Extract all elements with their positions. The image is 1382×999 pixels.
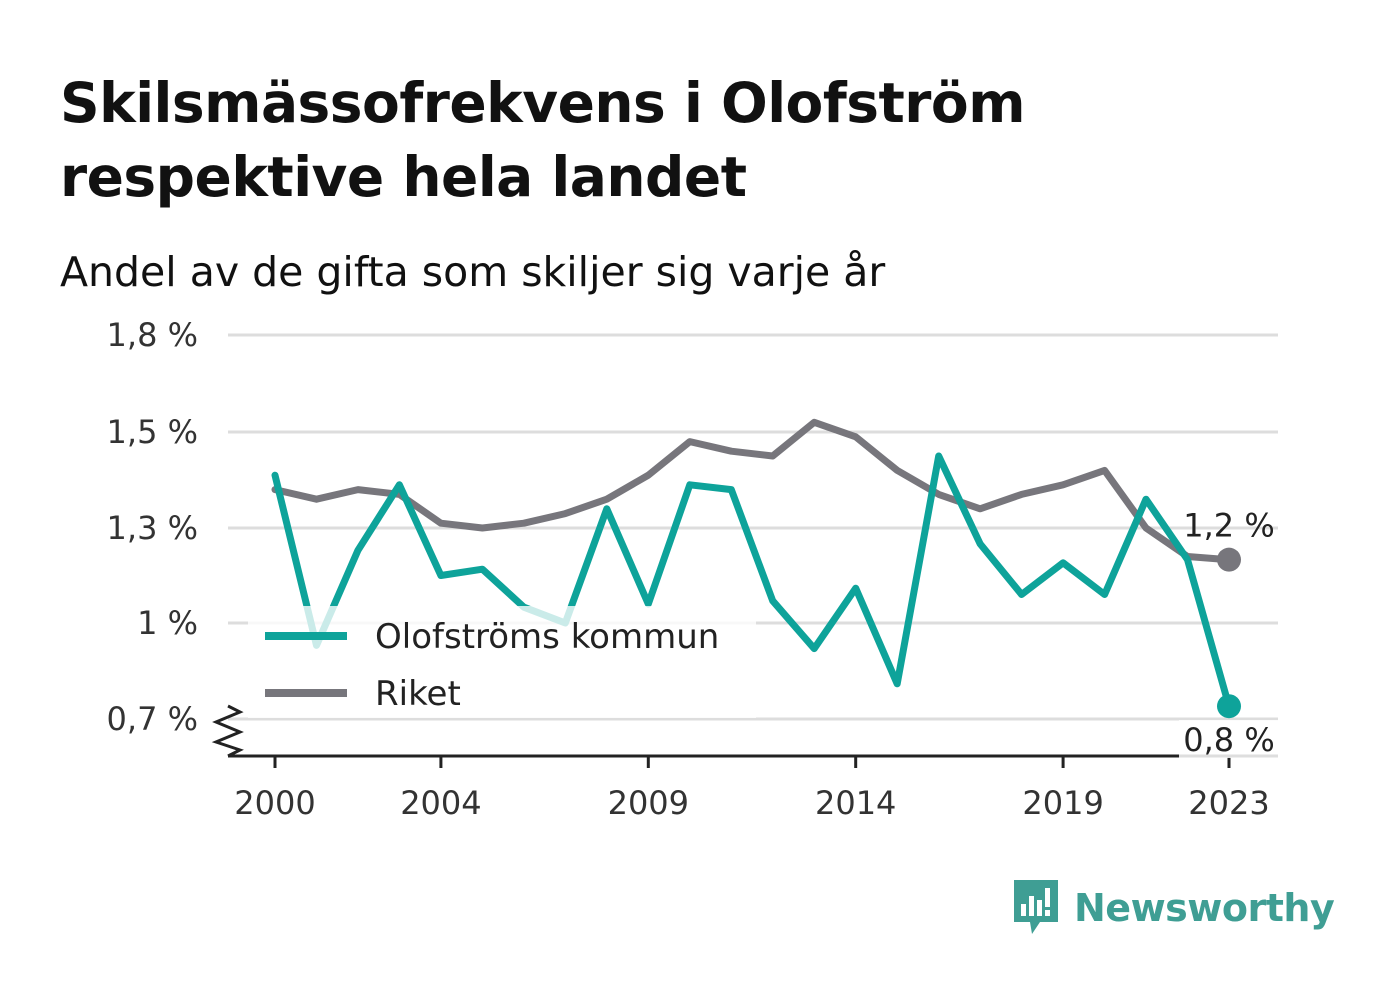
data-point bbox=[1018, 491, 1025, 498]
data-point bbox=[645, 472, 652, 479]
y-tick-label: 1,3 % bbox=[107, 509, 198, 547]
chart-title: Skilsmässofrekvens i Olofström respektiv… bbox=[60, 71, 1026, 209]
data-point bbox=[852, 433, 859, 440]
data-point bbox=[562, 510, 569, 517]
axes bbox=[211, 704, 1278, 758]
x-axis-ticks: 2000 2004 2009 2014 2019 2023 bbox=[234, 756, 1270, 822]
data-point bbox=[354, 486, 361, 493]
data-point bbox=[769, 453, 776, 460]
data-point bbox=[396, 481, 403, 488]
data-point bbox=[272, 472, 279, 479]
data-point bbox=[977, 540, 984, 547]
end-label-riket: 1,2 % bbox=[1183, 507, 1274, 545]
data-point bbox=[894, 467, 901, 474]
data-point bbox=[437, 572, 444, 579]
data-point bbox=[811, 419, 818, 426]
series-line-kommun bbox=[271, 452, 1233, 710]
data-point bbox=[603, 505, 610, 512]
y-axis-ticks: 0,7 % 1 % 1,3 % 1,5 % 1,8 % bbox=[107, 316, 198, 738]
x-tick-label: 2019 bbox=[1022, 784, 1103, 822]
data-point bbox=[1143, 496, 1150, 503]
data-point bbox=[894, 680, 901, 687]
data-point bbox=[1143, 525, 1150, 532]
x-tick-label: 2004 bbox=[400, 784, 481, 822]
data-point bbox=[769, 597, 776, 604]
legend-label: Riket bbox=[375, 674, 461, 714]
data-point bbox=[686, 438, 693, 445]
data-point bbox=[811, 645, 818, 652]
y-tick-label: 1 % bbox=[137, 604, 198, 642]
x-tick-label: 2009 bbox=[608, 784, 689, 822]
y-tick-label: 0,7 % bbox=[107, 700, 198, 738]
series-lines bbox=[271, 418, 1241, 719]
x-tick-label: 2000 bbox=[234, 784, 315, 822]
data-point bbox=[1060, 481, 1067, 488]
brand-name: Newsworthy bbox=[1074, 886, 1335, 930]
series-line-riket bbox=[271, 418, 1233, 564]
newsworthy-logo-icon bbox=[1014, 880, 1058, 934]
data-point bbox=[437, 520, 444, 527]
data-point bbox=[603, 496, 610, 503]
end-labels: 1,2 % 0,8 % bbox=[1179, 507, 1279, 759]
data-point bbox=[728, 486, 735, 493]
data-point bbox=[313, 496, 320, 503]
axis-break-icon bbox=[211, 704, 244, 758]
legend-background bbox=[248, 606, 756, 718]
data-point bbox=[852, 585, 859, 592]
brand-logo: Newsworthy bbox=[1010, 876, 1335, 940]
data-point bbox=[1018, 591, 1025, 598]
legend-label: Olofströms kommun bbox=[375, 617, 719, 657]
chart-subtitle: Andel av de gifta som skiljer sig varje … bbox=[60, 248, 886, 296]
legend: Olofströms kommun Riket bbox=[248, 606, 756, 718]
data-point bbox=[935, 453, 942, 460]
y-tick-label: 1,8 % bbox=[107, 316, 198, 354]
data-point bbox=[1101, 591, 1108, 598]
end-label-kommun: 0,8 % bbox=[1183, 721, 1274, 759]
data-point bbox=[520, 520, 527, 527]
data-point bbox=[728, 448, 735, 455]
data-point bbox=[686, 481, 693, 488]
series-end-point bbox=[1217, 547, 1241, 572]
end-label-background bbox=[1179, 720, 1279, 758]
data-point bbox=[977, 505, 984, 512]
y-tick-label: 1,5 % bbox=[107, 413, 198, 451]
x-tick-label: 2014 bbox=[815, 784, 896, 822]
data-point bbox=[935, 491, 942, 498]
data-point bbox=[1101, 467, 1108, 474]
x-tick-label: 2023 bbox=[1188, 784, 1269, 822]
series-end-point bbox=[1217, 694, 1241, 719]
data-point bbox=[479, 566, 486, 573]
data-point bbox=[354, 547, 361, 554]
data-point bbox=[1060, 559, 1067, 566]
data-point bbox=[1184, 556, 1191, 563]
data-point bbox=[479, 525, 486, 532]
